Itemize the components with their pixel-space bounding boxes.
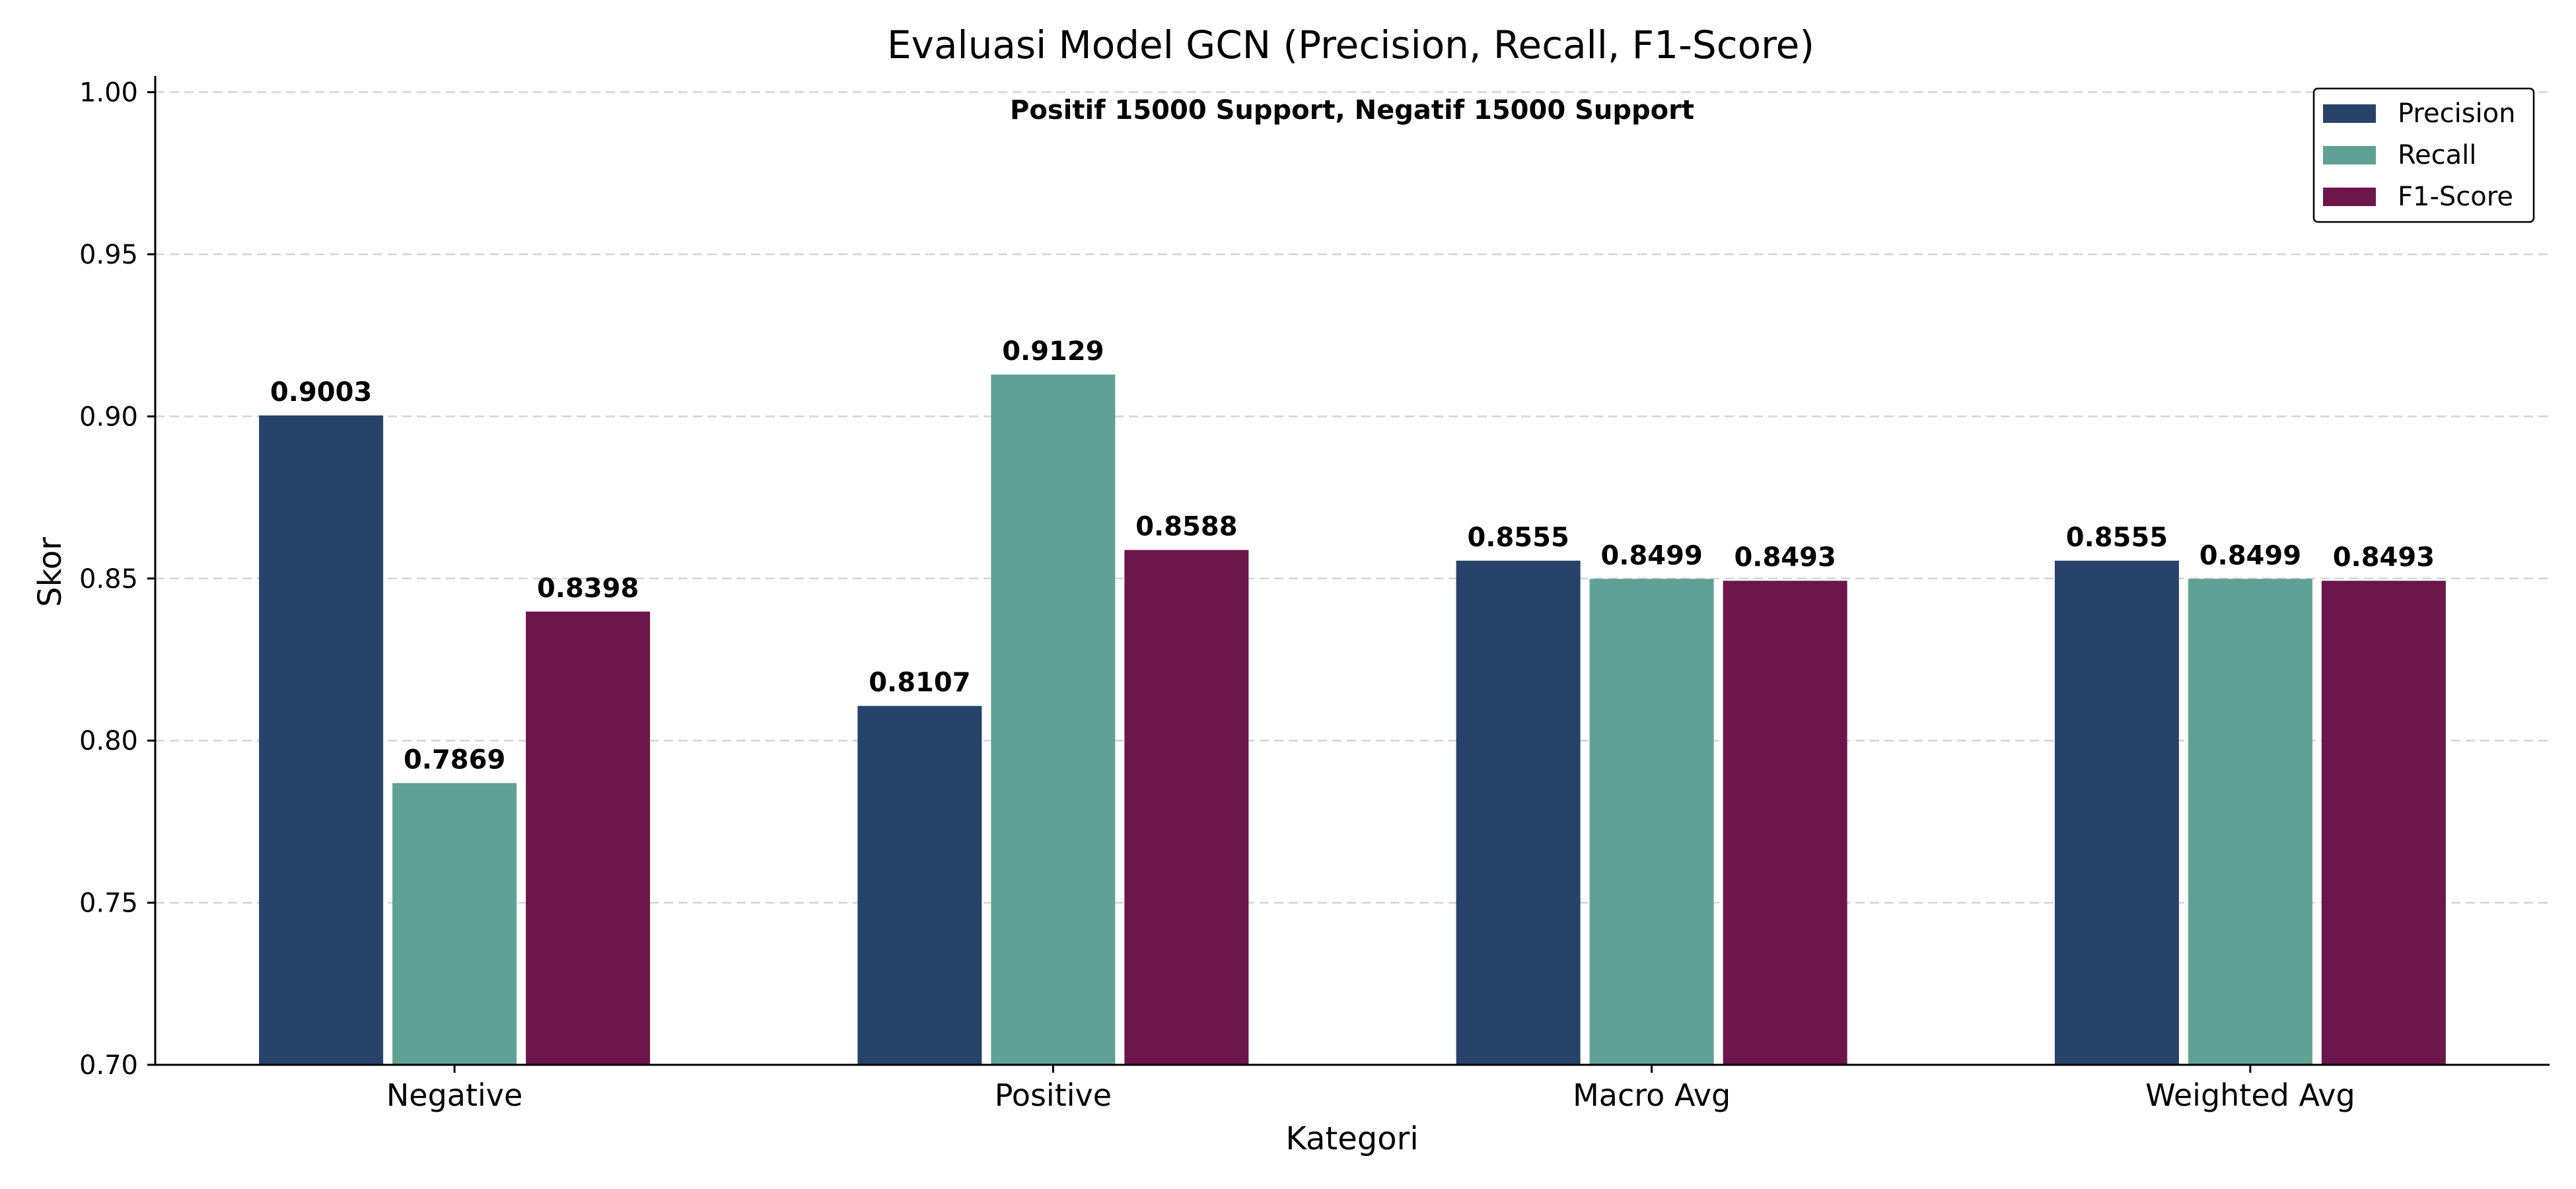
x-tick-label: Negative [386,1077,522,1113]
y-tick-label: 0.80 [79,726,138,756]
data-label: 0.9003 [270,377,372,408]
data-label: 0.8499 [2200,540,2301,571]
bar [1124,550,1249,1065]
bars [259,375,2446,1065]
data-label: 0.7869 [404,744,505,775]
legend-label: Precision [2398,98,2515,129]
data-label: 0.8588 [1135,512,1237,542]
data-label: 0.8555 [1467,522,1569,553]
legend-label: Recall [2398,140,2476,170]
bar [991,375,1116,1065]
bar [1589,579,1714,1065]
x-axis-ticks: Negative Positive Macro Avg Weighted Avg [386,1065,2355,1113]
y-tick-label: 1.00 [79,78,138,108]
chart-title: Evaluasi Model GCN (Precision, Recall, F… [887,22,1814,67]
bar [1456,560,1581,1065]
data-label: 0.9129 [1002,336,1104,367]
bar [857,705,982,1065]
y-axis-ticks: 0.70 0.75 0.80 0.85 0.90 0.95 1.00 [79,78,155,1081]
y-tick-label: 0.75 [79,888,138,919]
bar [2054,560,2179,1065]
bar [526,611,651,1065]
bar [392,783,517,1065]
x-tick-label: Macro Avg [1573,1077,1731,1113]
chart-subtitle: Positif 15000 Support, Negatif 15000 Sup… [1010,95,1694,126]
data-label: 0.8555 [2066,522,2168,553]
data-label: 0.8499 [1600,540,1702,571]
data-label: 0.8493 [1734,542,1836,573]
data-label: 0.8398 [537,573,639,604]
y-tick-label: 0.95 [79,240,138,270]
y-axis-label: Skor [32,537,69,607]
bar [259,415,384,1065]
bar [2321,581,2446,1065]
data-label: 0.8107 [869,668,970,698]
x-axis-label: Kategori [1285,1120,1418,1157]
data-labels: 0.9003 0.7869 0.8398 0.8107 0.9129 0.8588 0.85… [270,336,2435,775]
bar [1723,581,1847,1065]
legend-swatch [2323,104,2376,123]
legend-swatch [2323,188,2376,206]
legend-swatch [2323,146,2376,164]
bar [2188,579,2312,1065]
legend-label: F1-Score [2398,182,2513,212]
y-tick-label: 0.70 [79,1050,138,1081]
y-tick-label: 0.90 [79,402,138,432]
y-tick-label: 0.85 [79,564,138,594]
x-tick-label: Positive [995,1077,1112,1113]
data-label: 0.8493 [2333,542,2435,573]
legend: Precision Recall F1-Score [2312,87,2535,223]
x-tick-label: Weighted Avg [2145,1077,2355,1113]
